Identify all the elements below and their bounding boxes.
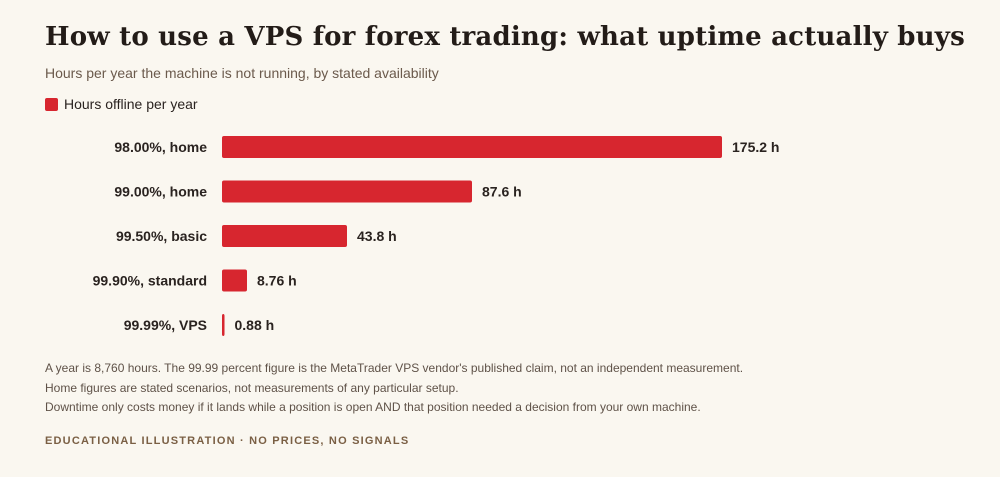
chart-title: How to use a VPS for forex trading: what… (45, 22, 965, 52)
legend-label: Hours offline per year (64, 96, 198, 112)
legend-swatch (45, 97, 58, 111)
bar (222, 180, 472, 203)
bar (222, 269, 247, 292)
value-label: 8.76 h (257, 273, 297, 289)
category-label: 99.99%, VPS (124, 317, 207, 333)
category-label: 99.90%, standard (93, 273, 207, 289)
bar (222, 225, 347, 247)
category-label: 99.00%, home (114, 184, 207, 200)
category-label: 99.50%, basic (116, 228, 207, 244)
value-label: 0.88 h (235, 317, 275, 333)
bar (222, 314, 225, 336)
bar-chart: 98.00%, home 175.2 h 99.00%, home 87.6 h 99.… (93, 136, 779, 336)
category-label: 98.00%, home (114, 139, 207, 155)
chart-notes: A year is 8,760 hours. The 99.99 percent… (45, 359, 743, 418)
value-label: 43.8 h (357, 228, 397, 244)
legend: Hours offline per year (45, 96, 198, 112)
value-label: 175.2 h (732, 139, 779, 155)
note-line: Downtime only costs money if it lands wh… (45, 400, 701, 414)
note-line: Home figures are stated scenarios, not m… (45, 380, 459, 395)
note-line: A year is 8,760 hours. The 99.99 percent… (45, 361, 744, 375)
value-label: 87.6 h (482, 184, 522, 200)
footer-disclaimer: EDUCATIONAL ILLUSTRATION · NO PRICES, NO… (45, 435, 410, 447)
bar (222, 136, 722, 158)
chart-subtitle: Hours per year the machine is not runnin… (45, 65, 439, 81)
